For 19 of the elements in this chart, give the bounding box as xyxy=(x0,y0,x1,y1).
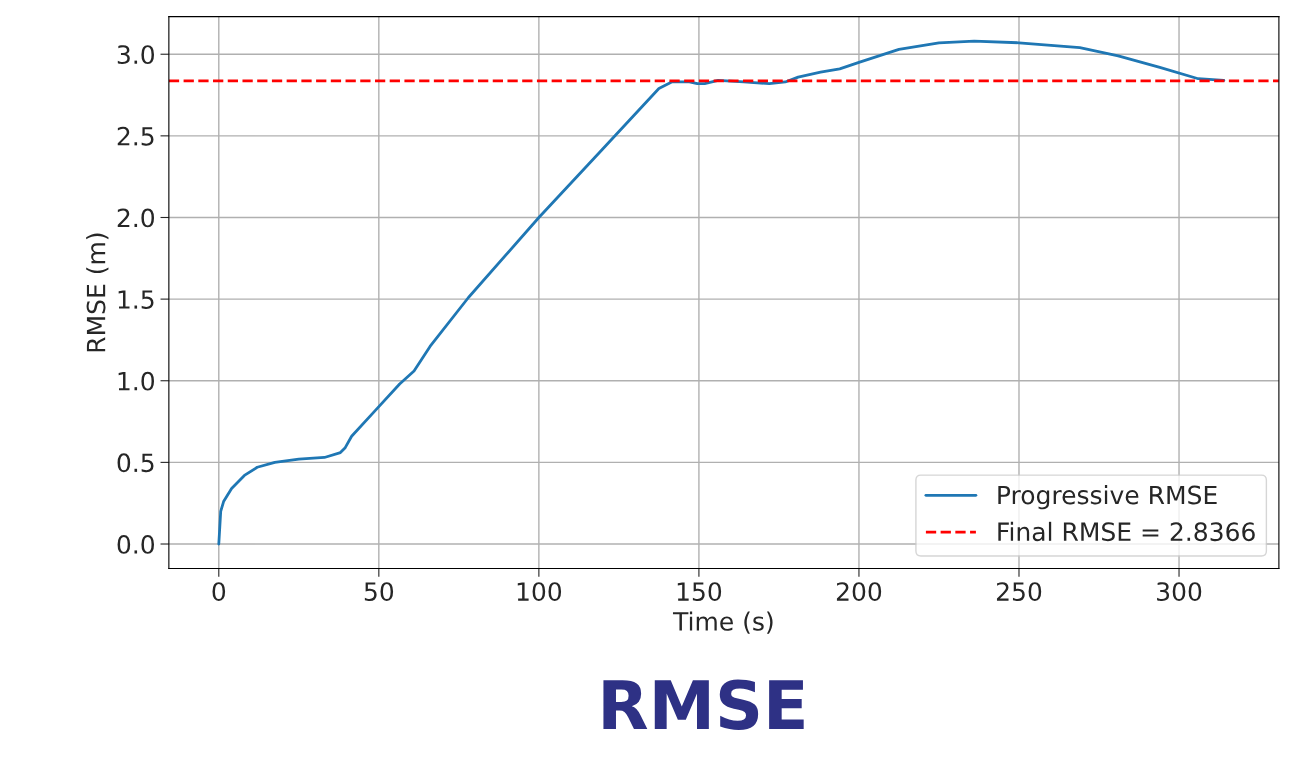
y-tick-label: 1.0 xyxy=(118,371,155,391)
legend-label: Final RMSE = 2.8366 xyxy=(998,521,1255,542)
x-tick-label: 150 xyxy=(677,582,722,602)
x-tick-label: 300 xyxy=(1157,582,1202,602)
y-tick-label: 2.0 xyxy=(117,208,155,228)
y-axis-title: RMSE (m) xyxy=(86,233,109,352)
x-tick-label: 200 xyxy=(836,582,882,602)
y-tick-label: 1.5 xyxy=(118,290,154,309)
text: RMSE xyxy=(603,679,804,730)
y-tick-label: 3.0 xyxy=(117,45,155,65)
y-tick-label: 0.5 xyxy=(117,453,154,473)
x-tick-label: 0 xyxy=(212,582,226,602)
legend-label: Progressive RMSE xyxy=(998,485,1217,510)
x-tick-label: 250 xyxy=(996,582,1042,602)
x-tick-label: 50 xyxy=(364,582,394,602)
x-axis-title: Time (s) xyxy=(672,611,773,634)
y-tick-label: 0.0 xyxy=(117,534,155,554)
y-tick-label: 2.5 xyxy=(117,126,154,146)
x-tick-label: 100 xyxy=(517,582,562,602)
